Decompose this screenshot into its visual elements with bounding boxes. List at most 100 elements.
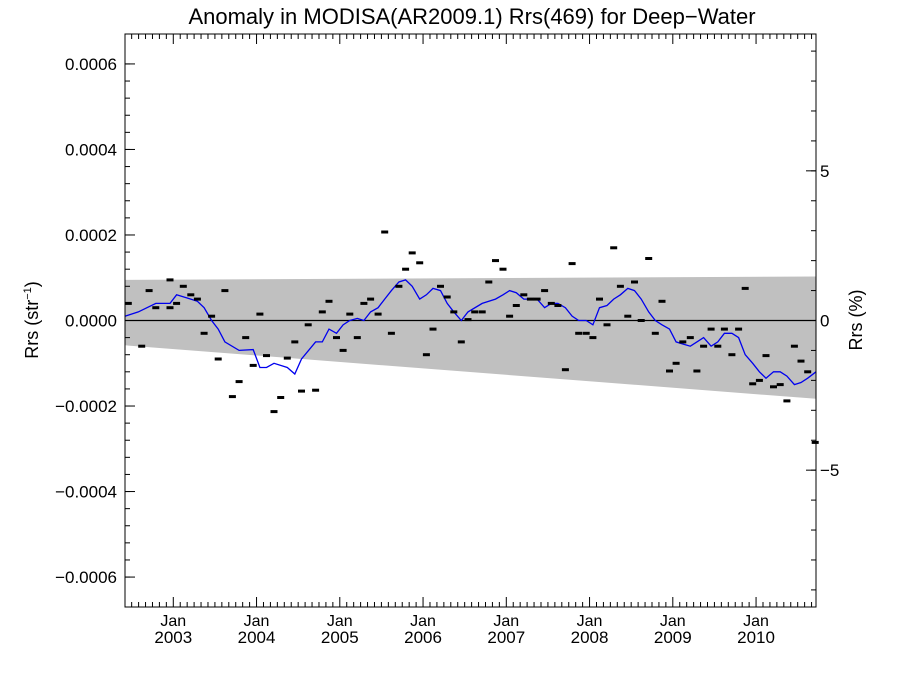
anomaly-point: [520, 293, 528, 297]
anomaly-point: [304, 323, 312, 327]
anomaly-point: [735, 327, 743, 331]
anomaly-point: [187, 293, 195, 297]
anomaly-point: [471, 310, 479, 314]
anomaly-point: [208, 314, 216, 318]
anomaly-point: [152, 306, 160, 310]
anomaly-point: [422, 353, 430, 357]
x-tick-year-label: 2007: [487, 628, 525, 647]
anomaly-point: [603, 323, 611, 327]
y-tick-label: −0.0002: [55, 397, 117, 416]
x-tick-year-label: 2009: [654, 628, 692, 647]
anomaly-point: [811, 440, 819, 444]
x-tick-month-label: Jan: [244, 613, 270, 630]
anomaly-point: [214, 357, 222, 361]
anomaly-point: [145, 289, 153, 293]
x-tick-month-label: Jan: [493, 613, 519, 630]
anomaly-point: [561, 368, 569, 372]
anomaly-point: [762, 354, 770, 358]
anomaly-point: [395, 284, 403, 288]
anomaly-point: [367, 297, 375, 301]
anomaly-point: [166, 278, 174, 282]
anomaly-point: [776, 383, 784, 387]
axes-layer: 0.0006 0.0004 0.0002 0.0000 −0.0002 −0.0004 −0…: [55, 33, 839, 647]
right-tick-label: 5: [820, 162, 829, 181]
anomaly-point: [679, 340, 687, 344]
right-axis-label: Rrs (%): [846, 290, 866, 351]
x-tick-year-label: 2010: [737, 628, 775, 647]
anomaly-point: [790, 344, 798, 348]
anomaly-points-layer: [124, 230, 819, 444]
anomaly-point: [221, 289, 229, 293]
anomaly-point: [693, 369, 701, 373]
anomaly-point: [235, 380, 243, 384]
anomaly-point: [200, 331, 208, 335]
anomaly-point: [541, 289, 549, 293]
y-tick-label: −0.0006: [55, 568, 117, 587]
anomaly-point: [277, 396, 285, 399]
anomaly-point: [797, 359, 805, 363]
anomaly-point: [443, 295, 451, 299]
anomaly-point: [166, 306, 174, 310]
anomaly-point: [339, 348, 347, 352]
anomaly-point: [325, 299, 333, 303]
anomaly-point: [242, 336, 250, 340]
y-axis-label-superscript: −1: [22, 287, 34, 300]
anomaly-point: [783, 399, 791, 403]
anomaly-point: [492, 259, 499, 263]
uncertainty-band: [125, 276, 816, 399]
anomaly-point: [429, 327, 437, 331]
anomaly-point: [228, 395, 236, 399]
anomaly-point: [387, 331, 395, 335]
anomaly-point: [353, 336, 361, 340]
anomaly-point: [575, 331, 583, 335]
x-tick-year-label: 2005: [321, 628, 359, 647]
right-tick-label: −5: [820, 461, 839, 480]
x-tick-month-label: Jan: [743, 613, 769, 630]
x-tick-year-label: 2006: [404, 628, 442, 647]
anomaly-point: [707, 327, 715, 331]
y-tick-label: 0.0004: [65, 140, 117, 159]
anomaly-point: [374, 312, 382, 316]
anomaly-point: [749, 382, 757, 386]
anomaly-point: [637, 319, 645, 322]
y-tick-label: −0.0004: [55, 483, 117, 502]
anomaly-point: [666, 369, 673, 373]
anomaly-point: [589, 336, 597, 340]
anomaly-point: [318, 310, 326, 314]
anomaly-point: [645, 257, 653, 260]
anomaly-point: [346, 312, 354, 316]
anomaly-point: [631, 280, 638, 284]
anomaly-point: [138, 344, 146, 348]
x-tick-year-label: 2008: [571, 628, 609, 647]
anomaly-point: [804, 370, 812, 374]
x-tick-month-label: Jan: [327, 613, 353, 630]
anomaly-point: [312, 388, 320, 392]
anomaly-point: [193, 297, 201, 301]
anomaly-point: [582, 331, 590, 335]
anomaly-point: [686, 336, 694, 340]
x-tick-month-label: Jan: [160, 613, 186, 630]
anomaly-point: [506, 314, 514, 318]
y-tick-label: 0.0000: [65, 312, 117, 331]
anomaly-point: [741, 286, 749, 290]
smoothed-line-layer: [124, 279, 817, 386]
anomaly-point: [610, 246, 618, 250]
anomaly-point: [333, 336, 340, 340]
y-tick-label: 0.0002: [65, 226, 117, 245]
anomaly-point: [249, 363, 257, 367]
x-tick-month-label: Jan: [410, 613, 436, 630]
smoothed-anomaly-line: [124, 279, 817, 386]
anomaly-point: [381, 230, 389, 234]
anomaly-point: [437, 284, 444, 288]
anomaly-point: [298, 389, 305, 393]
anomaly-point: [179, 284, 187, 288]
anomaly-point: [457, 340, 465, 344]
y-axis-label: Rrs (str−1): [22, 281, 42, 359]
anomaly-point: [700, 344, 708, 348]
anomaly-point: [554, 304, 562, 307]
anomaly-point: [616, 284, 624, 288]
anomaly-point: [651, 331, 659, 335]
anomaly-point: [533, 297, 541, 301]
anomaly-point: [755, 378, 763, 382]
